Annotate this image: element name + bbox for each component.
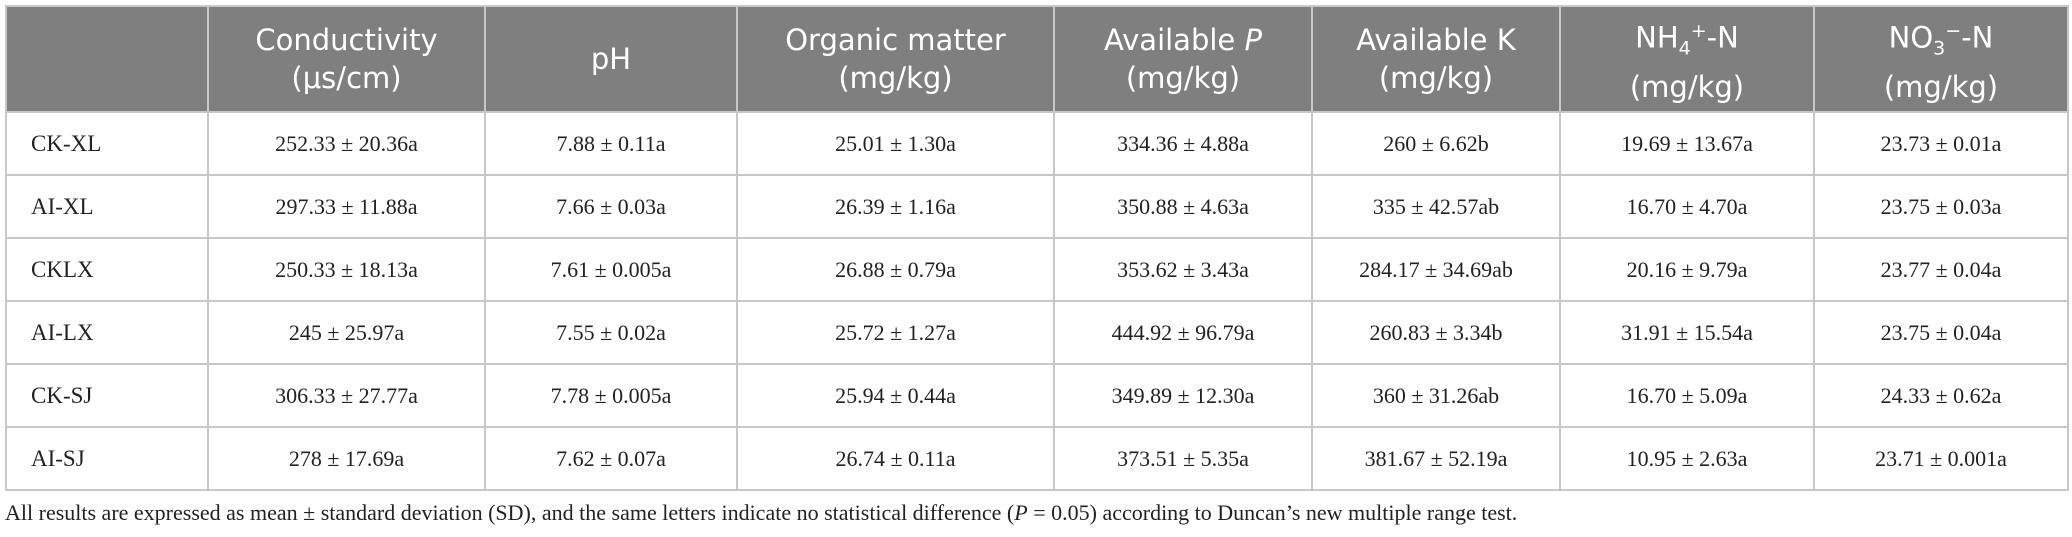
table-cell: 24.33 ± 0.62a	[1813, 363, 2069, 428]
table-cell: 7.78 ± 0.005a	[484, 363, 738, 428]
table-cell: 334.36 ± 4.88a	[1053, 111, 1313, 176]
table-cell: 25.01 ± 1.30a	[736, 111, 1055, 176]
column-name: pH	[490, 40, 732, 78]
table-cell: 284.17 ± 34.69ab	[1311, 237, 1561, 302]
table-cell: 25.72 ± 1.27a	[736, 300, 1055, 365]
column-name: Available K	[1317, 21, 1555, 59]
table-cell: 7.61 ± 0.005a	[484, 237, 738, 302]
table-cell: 373.51 ± 5.35a	[1053, 426, 1313, 491]
text-span: = 0.05) according to Duncan’s new multip…	[1027, 500, 1518, 525]
table-cell: 20.16 ± 9.79a	[1559, 237, 1815, 302]
text-span: NO	[1888, 20, 1934, 55]
text-span: Available K	[1356, 23, 1516, 57]
table-cell: 381.67 ± 52.19a	[1311, 426, 1561, 491]
text-span: Organic matter	[785, 23, 1006, 57]
table-cell: 7.88 ± 0.11a	[484, 111, 738, 176]
data-table: Conductivity (μs/cm) pH Organic matter (mg/k…	[5, 5, 2069, 491]
column-name: Conductivity	[213, 21, 480, 59]
table-row: CK-XL 252.33 ± 20.36a 7.88 ± 0.11a 25.01 ± …	[5, 111, 2069, 176]
table-cell: 26.88 ± 0.79a	[736, 237, 1055, 302]
text-span: 3	[1933, 37, 1946, 60]
text-span: P	[1014, 500, 1028, 525]
table-body: CK-XL 252.33 ± 20.36a 7.88 ± 0.11a 25.01 ± …	[5, 111, 2069, 491]
row-label: CKLX	[5, 237, 209, 302]
header-cell: pH	[484, 5, 738, 113]
column-unit: (mg/kg)	[838, 61, 953, 95]
table-cell: 26.74 ± 0.11a	[736, 426, 1055, 491]
table-row: AI-SJ 278 ± 17.69a 7.62 ± 0.07a 26.74 ± 0.1…	[5, 426, 2069, 491]
text-span: Conductivity	[255, 23, 438, 57]
table-cell: 19.69 ± 13.67a	[1559, 111, 1815, 176]
table-cell: 7.55 ± 0.02a	[484, 300, 738, 365]
table-cell: 349.89 ± 12.30a	[1053, 363, 1313, 428]
header-cell: Organic matter (mg/kg)	[736, 5, 1055, 113]
table-cell: 335 ± 42.57ab	[1311, 174, 1561, 239]
column-unit: (mg/kg)	[1378, 61, 1494, 95]
table-cell: 444.92 ± 96.79a	[1053, 300, 1313, 365]
text-span: All results are expressed as mean ± stan…	[5, 500, 1015, 525]
table-cell: 245 ± 25.97a	[207, 300, 486, 365]
text-span: 4	[1678, 37, 1691, 60]
table-cell: 306.33 ± 27.77a	[207, 363, 486, 428]
table-cell: 278 ± 17.69a	[207, 426, 486, 491]
table-cell: 260.83 ± 3.34b	[1311, 300, 1561, 365]
table-cell: 23.71 ± 0.001a	[1813, 426, 2069, 491]
table-cell: 7.62 ± 0.07a	[484, 426, 738, 491]
row-label: AI-LX	[5, 300, 209, 365]
text-span: −	[1945, 20, 1962, 43]
table-cell: 23.75 ± 0.04a	[1813, 300, 2069, 365]
table-cell: 23.75 ± 0.03a	[1813, 174, 2069, 239]
header-cell: Available K (mg/kg)	[1311, 5, 1561, 113]
table-cell: 297.33 ± 11.88a	[207, 174, 486, 239]
text-span: P	[1244, 23, 1262, 57]
table-cell: 26.39 ± 1.16a	[736, 174, 1055, 239]
header-cell: Conductivity (μs/cm)	[207, 5, 486, 113]
table-cell: 16.70 ± 4.70a	[1559, 174, 1815, 239]
text-span: pH	[590, 42, 632, 76]
table-cell: 7.66 ± 0.03a	[484, 174, 738, 239]
table-cell: 353.62 ± 3.43a	[1053, 237, 1313, 302]
table-cell: 360 ± 31.26ab	[1311, 363, 1561, 428]
column-unit: (mg/kg)	[1883, 69, 1999, 104]
column-name: NH4+-N	[1565, 12, 1809, 67]
column-name: Available P	[1059, 21, 1307, 59]
row-label: AI-SJ	[5, 426, 209, 491]
column-unit: (mg/kg)	[1629, 69, 1745, 104]
table-cell: 252.33 ± 20.36a	[207, 111, 486, 176]
text-span: NH	[1635, 20, 1679, 55]
header-cell	[5, 5, 209, 113]
column-name: NO3−-N	[1819, 12, 2063, 67]
table-cell: 23.73 ± 0.01a	[1813, 111, 2069, 176]
row-label: CK-XL	[5, 111, 209, 176]
table-row: AI-LX 245 ± 25.97a 7.55 ± 0.02a 25.72 ± 1.2…	[5, 300, 2069, 365]
text-span: +	[1690, 20, 1707, 43]
table-cell: 10.95 ± 2.63a	[1559, 426, 1815, 491]
table-cell: 31.91 ± 15.54a	[1559, 300, 1815, 365]
table-cell: 23.77 ± 0.04a	[1813, 237, 2069, 302]
table-cell: 25.94 ± 0.44a	[736, 363, 1055, 428]
column-name: Organic matter	[742, 21, 1049, 59]
header-cell: NH4+-N (mg/kg)	[1559, 5, 1815, 113]
header-row: Conductivity (μs/cm) pH Organic matter (mg/k…	[5, 5, 2069, 113]
table-cell: 250.33 ± 18.13a	[207, 237, 486, 302]
table-row: AI-XL 297.33 ± 11.88a 7.66 ± 0.03a 26.39 ± …	[5, 174, 2069, 239]
text-span: Available	[1104, 23, 1245, 57]
footnote: All results are expressed as mean ± stan…	[5, 500, 1517, 526]
header-cell: Available P (mg/kg)	[1053, 5, 1313, 113]
text-span: -N	[1961, 20, 1994, 55]
column-unit: (mg/kg)	[1125, 61, 1241, 95]
table-cell: 16.70 ± 5.09a	[1559, 363, 1815, 428]
text-span: -N	[1706, 20, 1739, 55]
table-cell: 260 ± 6.62b	[1311, 111, 1561, 176]
header-cell: NO3−-N (mg/kg)	[1813, 5, 2069, 113]
table-row: CK-SJ 306.33 ± 27.77a 7.78 ± 0.005a 25.94 ±…	[5, 363, 2069, 428]
row-label: CK-SJ	[5, 363, 209, 428]
row-label: AI-XL	[5, 174, 209, 239]
column-unit: (μs/cm)	[291, 61, 402, 95]
table-cell: 350.88 ± 4.63a	[1053, 174, 1313, 239]
table-row: CKLX 250.33 ± 18.13a 7.61 ± 0.005a 26.88 ± …	[5, 237, 2069, 302]
